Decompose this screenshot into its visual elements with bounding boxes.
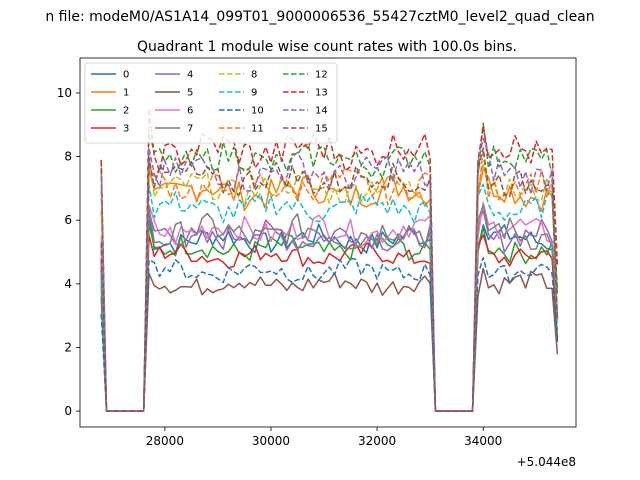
x-tick-label: 32000	[358, 434, 396, 448]
y-tick-label: 2	[64, 340, 72, 354]
series-line-4	[100, 209, 559, 412]
series-line-5	[100, 267, 559, 412]
y-tick-label: 0	[64, 404, 72, 418]
x-tick-label: 30000	[252, 434, 290, 448]
x-axis-ticks: 28000 30000 32000 34000	[146, 427, 502, 448]
legend-label: 3	[123, 124, 129, 135]
legend-label: 9	[251, 88, 257, 99]
legend-label: 1	[123, 88, 129, 99]
series-line-3	[100, 234, 559, 412]
series-line-13	[100, 108, 559, 412]
legend-label: 6	[187, 106, 193, 117]
legend-label: 10	[251, 106, 264, 117]
plot-lines	[100, 108, 559, 412]
series-line-14	[100, 137, 559, 412]
legend-label: 15	[315, 124, 328, 135]
legend-label: 14	[315, 106, 328, 117]
legend-label: 13	[315, 88, 328, 99]
legend-label: 12	[315, 70, 328, 81]
y-tick-label: 10	[57, 86, 72, 100]
legend-label: 7	[187, 124, 193, 135]
series-line-2	[100, 223, 559, 412]
series-line-8	[100, 154, 559, 412]
series-line-1	[100, 168, 559, 412]
y-tick-label: 8	[64, 150, 72, 164]
series-line-15	[100, 147, 559, 412]
series-line-12	[100, 122, 559, 412]
x-tick-label: 34000	[464, 434, 502, 448]
y-tick-label: 6	[64, 213, 72, 227]
chart-suptitle: n file: modeM0/AS1A14_099T01_9000006536_…	[45, 9, 594, 25]
series-line-9	[100, 183, 559, 412]
legend-label: 2	[123, 106, 129, 117]
x-axis-offset-label: +5.044e8	[517, 455, 576, 469]
chart-title: Quadrant 1 module wise count rates with …	[137, 39, 517, 55]
legend-label: 11	[251, 124, 264, 135]
series-line-11	[100, 149, 559, 412]
legend-label: 0	[123, 70, 129, 81]
x-tick-label: 28000	[146, 434, 184, 448]
series-line-10	[100, 256, 559, 412]
y-tick-label: 4	[64, 277, 72, 291]
legend-label: 4	[187, 70, 193, 81]
legend-label: 8	[251, 70, 257, 81]
series-line-7	[100, 204, 559, 412]
legend-box	[84, 62, 338, 144]
series-line-0	[100, 217, 559, 412]
plot-area-frame	[79, 57, 577, 428]
y-axis-ticks: 0 2 4 6 8 10	[57, 86, 80, 418]
legend-label: 5	[187, 88, 193, 99]
